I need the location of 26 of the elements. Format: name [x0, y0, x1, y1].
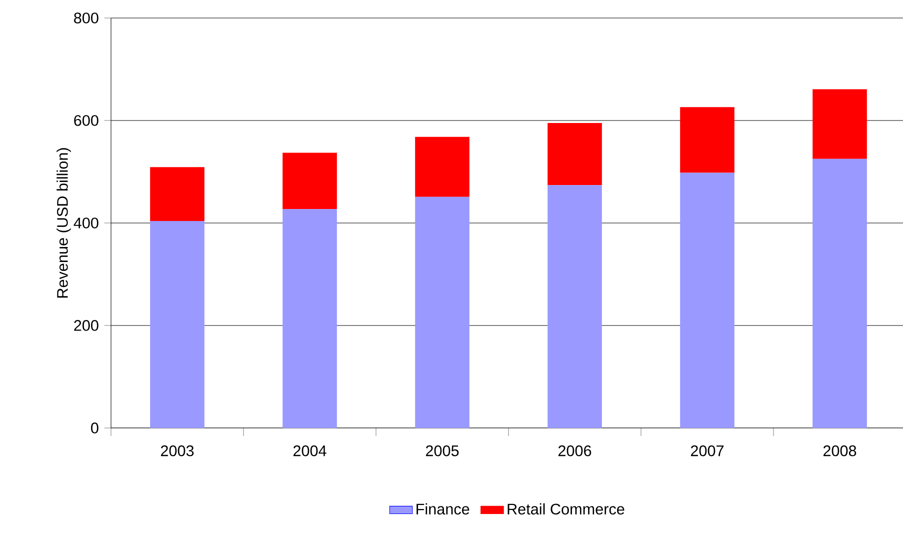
y-tick-label: 0 [91, 422, 98, 434]
bar [548, 123, 602, 186]
bar [680, 107, 734, 173]
y-axis-title: Revenue (USD billion) [56, 148, 71, 298]
x-tick-label: 2004 [293, 445, 326, 456]
y-tick-label: 200 [74, 320, 98, 331]
bar [150, 220, 204, 428]
y-tick-label: 600 [74, 115, 98, 126]
x-tick-label: 2007 [690, 445, 724, 456]
y-tick-label: 800 [74, 12, 98, 24]
bar [812, 89, 867, 159]
x-tick-label: 2008 [823, 445, 856, 456]
bar [548, 185, 602, 428]
bar [150, 167, 204, 221]
bar [415, 136, 470, 197]
legend-label: Finance [416, 503, 470, 515]
legend-label: Retail Commerce [508, 503, 624, 515]
x-tick-label: 2006 [558, 445, 592, 456]
x-tick-label: 2003 [160, 445, 194, 456]
bar [282, 152, 337, 210]
x-tick-label: 2005 [426, 445, 459, 456]
bar [680, 172, 734, 428]
bar [282, 209, 337, 428]
y-tick-label: 400 [74, 218, 98, 228]
bar [415, 196, 470, 428]
bar [812, 158, 867, 428]
